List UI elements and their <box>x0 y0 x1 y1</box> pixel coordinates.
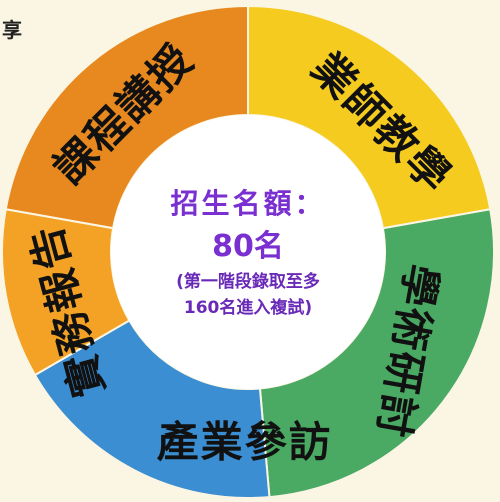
center-note-line1: (第一階段錄取至多 <box>176 271 320 292</box>
center-note-line2: 160名進入複試) <box>184 297 312 318</box>
center-disc <box>111 115 385 389</box>
corner-text: 享 <box>2 18 22 42</box>
center-count: 80名 <box>212 229 284 264</box>
center-title: 招生名額： <box>170 187 325 220</box>
center-text-block: 招生名額： 80名 (第一階段錄取至多 160名進入複試) <box>170 187 325 318</box>
segment-label-industry-visits: 產業參訪 <box>157 417 333 466</box>
